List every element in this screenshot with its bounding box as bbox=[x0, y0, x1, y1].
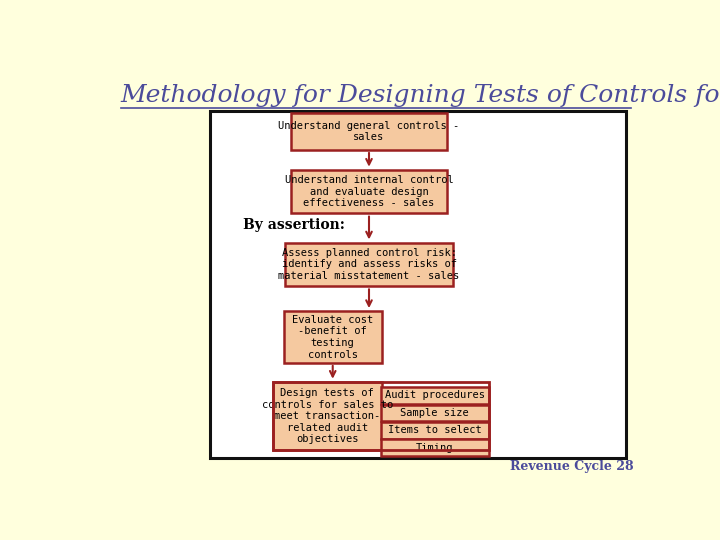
Text: Assess planned control risk:
identify and assess risks of
material misstatement : Assess planned control risk: identify an… bbox=[279, 248, 459, 281]
FancyBboxPatch shape bbox=[284, 311, 382, 363]
FancyBboxPatch shape bbox=[210, 111, 626, 458]
Text: Evaluate cost
-benefit of
testing
controls: Evaluate cost -benefit of testing contro… bbox=[292, 315, 374, 360]
Text: Understand general controls -
sales: Understand general controls - sales bbox=[279, 120, 459, 142]
Text: Design tests of
controls for sales to
meet transaction-
related audit
objectives: Design tests of controls for sales to me… bbox=[261, 388, 393, 444]
FancyBboxPatch shape bbox=[381, 404, 489, 421]
Text: Understand internal control
and evaluate design
effectiveness - sales: Understand internal control and evaluate… bbox=[284, 175, 454, 208]
Text: Items to select: Items to select bbox=[388, 426, 482, 435]
FancyBboxPatch shape bbox=[273, 382, 382, 450]
Text: By assertion:: By assertion: bbox=[243, 218, 346, 232]
FancyBboxPatch shape bbox=[291, 113, 447, 150]
Text: Revenue Cycle 28: Revenue Cycle 28 bbox=[510, 460, 634, 473]
Text: Methodology for Designing Tests of Controls for Sales: Methodology for Designing Tests of Contr… bbox=[121, 84, 720, 106]
Text: Audit procedures: Audit procedures bbox=[385, 390, 485, 400]
Text: Sample size: Sample size bbox=[400, 408, 469, 418]
FancyBboxPatch shape bbox=[291, 170, 447, 213]
FancyBboxPatch shape bbox=[381, 387, 489, 404]
FancyBboxPatch shape bbox=[381, 422, 489, 438]
FancyBboxPatch shape bbox=[381, 440, 489, 456]
FancyBboxPatch shape bbox=[285, 242, 453, 286]
Text: Timing: Timing bbox=[416, 443, 454, 453]
